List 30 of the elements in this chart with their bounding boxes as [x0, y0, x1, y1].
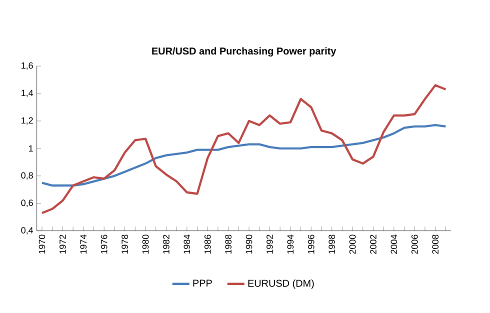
x-tick-label: 1988: [225, 234, 232, 254]
x-tick-label: 1976: [100, 234, 108, 254]
x-tick-label: 1996: [308, 234, 314, 254]
x-tick-label: 2000: [349, 234, 356, 254]
x-tick-label: 2008: [432, 234, 439, 254]
y-tick-label: 0,4: [21, 227, 34, 235]
y-tick-label: 0,8: [21, 172, 33, 180]
legend-label: PPP: [193, 280, 212, 287]
x-tick-label: 1984: [184, 234, 190, 254]
x-tick-label: 1998: [328, 234, 336, 254]
x-tick-label: 1980: [142, 234, 149, 254]
x-tick-label: 1994: [287, 234, 294, 254]
x-tick-label: 2002: [370, 234, 376, 254]
x-tick-label: 2006: [411, 234, 418, 254]
x-tick-label: 1970: [38, 234, 46, 254]
x-tick-label: 1992: [266, 234, 273, 254]
x-tick-label: 1974: [80, 234, 87, 254]
y-tick-label: 1: [29, 145, 33, 152]
x-tick-label: 1986: [204, 234, 211, 254]
chart-title: EUR/USD and Purchasing Power parity: [152, 47, 336, 57]
x-tick-label: 1982: [163, 234, 170, 254]
x-tick-label: 1990: [246, 234, 252, 254]
y-tick-label: 1,6: [22, 62, 33, 70]
x-tick-label: 2004: [390, 234, 398, 254]
y-tick-label: 1,4: [22, 90, 34, 98]
x-tick-label: 1972: [60, 234, 66, 254]
legend-label: EURUSD (DM): [248, 280, 314, 289]
x-tick-label: 1978: [122, 234, 128, 254]
y-tick-label: 0,6: [21, 200, 33, 208]
y-tick-label: 1,2: [22, 117, 33, 125]
